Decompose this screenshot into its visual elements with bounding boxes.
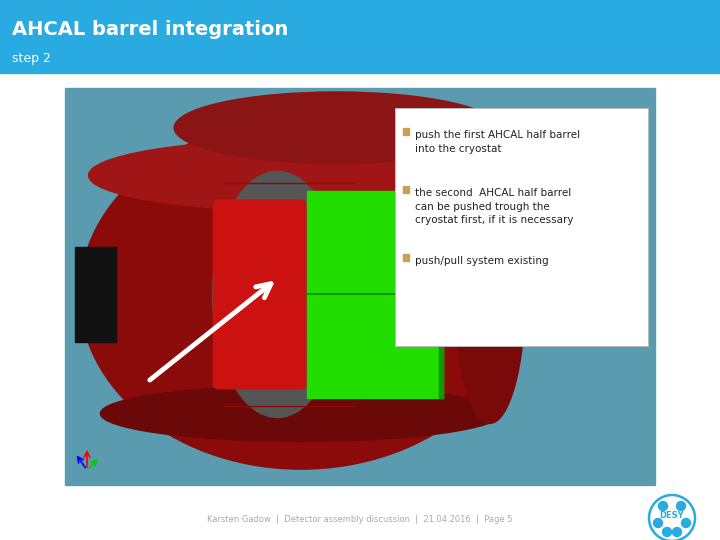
Bar [75, 247, 117, 342]
Circle shape [672, 528, 682, 537]
Circle shape [649, 495, 695, 540]
Bar [403, 186, 409, 193]
Bar [395, 108, 648, 346]
Bar [403, 128, 409, 135]
Bar [0, 0, 720, 73]
Text: DESY: DESY [660, 511, 684, 521]
Circle shape [659, 502, 667, 510]
Text: AHCAL barrel integration: AHCAL barrel integration [12, 20, 288, 39]
Text: push the first AHCAL half barrel
into the cryostat: push the first AHCAL half barrel into th… [415, 130, 580, 153]
Circle shape [654, 518, 662, 528]
Bar [65, 88, 655, 485]
Ellipse shape [218, 211, 384, 378]
Bar [403, 254, 409, 261]
Ellipse shape [100, 386, 502, 441]
Ellipse shape [454, 165, 525, 423]
Ellipse shape [174, 92, 499, 164]
Bar [307, 191, 443, 397]
Circle shape [662, 528, 672, 537]
Ellipse shape [212, 171, 342, 417]
Text: Karsten Gadow  |  Detector assembly discussion  |  21.04.2016  |  Page 5: Karsten Gadow | Detector assembly discus… [207, 516, 513, 524]
Circle shape [677, 502, 685, 510]
Text: push/pull system existing: push/pull system existing [415, 256, 549, 266]
FancyBboxPatch shape [213, 200, 306, 389]
Bar [438, 191, 443, 397]
Text: step 2: step 2 [12, 52, 51, 65]
Circle shape [682, 518, 690, 528]
Ellipse shape [89, 140, 513, 211]
Text: the second  AHCAL half barrel
can be pushed trough the
cryostat first, if it is : the second AHCAL half barrel can be push… [415, 188, 574, 225]
Ellipse shape [80, 120, 522, 469]
